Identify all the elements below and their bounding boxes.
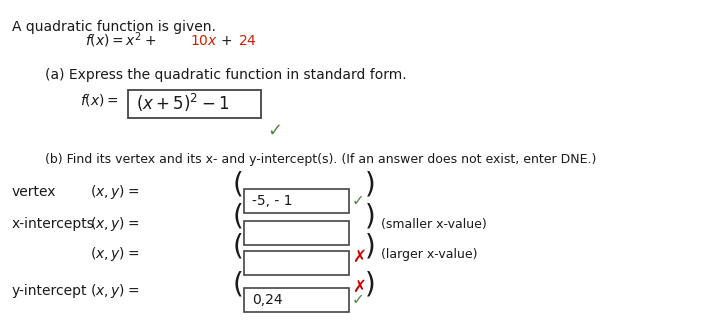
Text: A quadratic function is given.: A quadratic function is given. (12, 20, 216, 34)
Text: x-intercepts: x-intercepts (12, 217, 95, 231)
Bar (244, 221, 349, 245)
Text: ✗: ✗ (352, 248, 366, 266)
Text: (a) Express the quadratic function in standard form.: (a) Express the quadratic function in st… (45, 68, 407, 82)
Text: ): ) (365, 171, 376, 199)
Text: ✗: ✗ (352, 278, 366, 296)
Text: (: ( (233, 233, 244, 261)
Text: $(x+5)^2-1$: $(x+5)^2-1$ (136, 92, 229, 114)
Bar (244, 251, 349, 275)
Text: (: ( (233, 203, 244, 231)
Text: $(x, y) =$: $(x, y) =$ (90, 245, 139, 263)
Text: ✓: ✓ (352, 194, 365, 209)
Text: -5, - 1: -5, - 1 (252, 194, 292, 208)
Text: ): ) (365, 233, 376, 261)
Bar (244, 288, 349, 312)
Text: (smaller x-value): (smaller x-value) (381, 218, 486, 231)
Text: ): ) (365, 270, 376, 298)
Text: $10x$: $10x$ (190, 34, 218, 48)
Text: $f(x) = x^2 + $: $f(x) = x^2 + $ (85, 30, 156, 50)
Bar (244, 189, 349, 213)
Text: (: ( (233, 171, 244, 199)
Text: (b) Find its vertex and its x- and y-intercept(s). (If an answer does not exist,: (b) Find its vertex and its x- and y-int… (45, 153, 597, 166)
Text: y-intercept: y-intercept (12, 284, 88, 298)
Text: ✓: ✓ (267, 122, 282, 140)
Text: ): ) (365, 203, 376, 231)
Text: $(x, y) =$: $(x, y) =$ (90, 183, 139, 201)
Text: $f(x) =$: $f(x) =$ (80, 92, 119, 108)
Text: $(x, y) =$: $(x, y) =$ (90, 282, 139, 300)
Text: (: ( (233, 270, 244, 298)
Text: ✓: ✓ (352, 293, 365, 308)
Bar (128, 90, 261, 118)
Text: $24$: $24$ (238, 34, 257, 48)
Text: (larger x-value): (larger x-value) (381, 248, 477, 261)
Text: vertex: vertex (12, 185, 56, 199)
Text: 0,24: 0,24 (252, 293, 282, 307)
Text: $(x, y) =$: $(x, y) =$ (90, 215, 139, 233)
Text: $ + $: $ + $ (220, 34, 232, 48)
